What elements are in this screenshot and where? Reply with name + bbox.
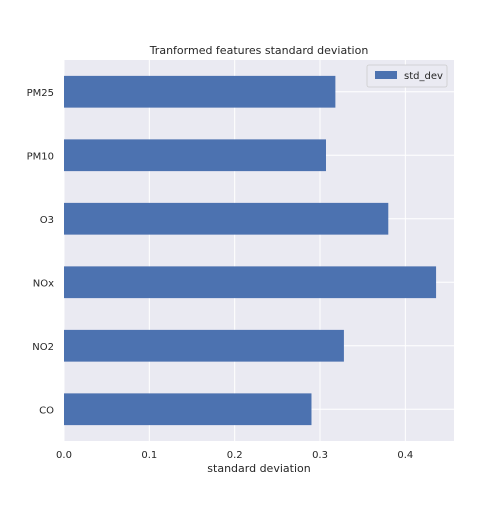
- y-tick-label: PM25: [27, 88, 54, 99]
- bar-nox: [64, 266, 437, 299]
- bar-pm10: [64, 139, 326, 172]
- bar-pm25: [64, 75, 336, 108]
- x-tick-label: 0.3: [312, 450, 328, 461]
- y-tick-label: O3: [40, 215, 54, 226]
- y-tick-label: NOx: [33, 278, 54, 289]
- x-tick-label: 0.4: [397, 450, 413, 461]
- y-tick-label: PM10: [27, 151, 54, 162]
- legend: std_dev: [366, 64, 448, 88]
- y-tick-label: CO: [39, 405, 54, 416]
- bars: [64, 75, 437, 426]
- legend-label: std_dev: [404, 71, 443, 82]
- legend-box: [366, 64, 448, 88]
- plot-area: [64, 60, 454, 441]
- y-tick-label: NO2: [32, 342, 54, 353]
- bar-co: [64, 393, 312, 426]
- bar-o3: [64, 202, 389, 235]
- x-axis-label: standard deviation: [207, 462, 310, 475]
- chart-title: Tranformed features standard deviation: [149, 44, 369, 57]
- legend-swatch: [375, 71, 397, 79]
- y-tick-labels: CO NO2 NOx O3 PM10 PM25: [27, 88, 55, 417]
- bar-no2: [64, 329, 344, 362]
- x-tick-label: 0.1: [141, 450, 157, 461]
- x-tick-labels: 0.0 0.1 0.2 0.3 0.4: [56, 450, 413, 461]
- x-tick-label: 0.2: [227, 450, 243, 461]
- x-tick-label: 0.0: [56, 450, 72, 461]
